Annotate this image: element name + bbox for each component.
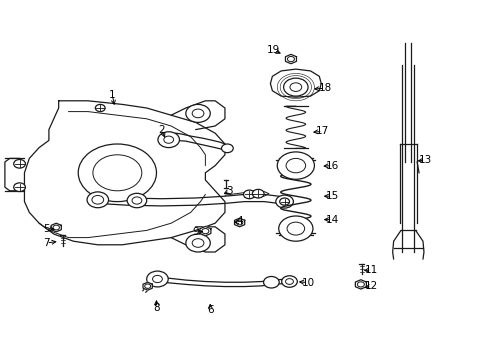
Circle shape xyxy=(132,197,142,204)
Circle shape xyxy=(236,220,243,225)
Text: 18: 18 xyxy=(318,83,331,93)
Text: 12: 12 xyxy=(364,281,378,291)
Circle shape xyxy=(14,159,25,168)
Text: 4: 4 xyxy=(236,216,243,226)
Circle shape xyxy=(243,190,255,199)
Text: 17: 17 xyxy=(315,126,329,136)
Circle shape xyxy=(277,152,314,179)
Polygon shape xyxy=(355,280,366,289)
Circle shape xyxy=(158,132,179,148)
Text: 13: 13 xyxy=(418,155,431,165)
Circle shape xyxy=(252,189,264,198)
Circle shape xyxy=(92,195,103,204)
Circle shape xyxy=(278,216,312,241)
Circle shape xyxy=(78,144,156,202)
Circle shape xyxy=(279,198,289,205)
Text: 6: 6 xyxy=(206,305,213,315)
Circle shape xyxy=(287,57,294,62)
Circle shape xyxy=(152,275,162,283)
Text: 14: 14 xyxy=(325,215,339,225)
Circle shape xyxy=(289,83,301,91)
Circle shape xyxy=(281,276,297,287)
Text: 5: 5 xyxy=(43,224,50,234)
Text: 1: 1 xyxy=(109,90,116,100)
Text: 16: 16 xyxy=(325,161,339,171)
Circle shape xyxy=(286,222,304,235)
Circle shape xyxy=(275,195,293,208)
Circle shape xyxy=(53,225,60,230)
Text: 2: 2 xyxy=(158,125,164,135)
Polygon shape xyxy=(234,218,244,227)
Polygon shape xyxy=(51,223,61,232)
Polygon shape xyxy=(285,54,296,64)
Text: 10: 10 xyxy=(301,278,314,288)
Polygon shape xyxy=(142,282,152,290)
Circle shape xyxy=(221,144,233,153)
Circle shape xyxy=(202,229,208,234)
Circle shape xyxy=(14,183,25,192)
Text: 8: 8 xyxy=(153,303,160,313)
Text: 15: 15 xyxy=(325,191,339,201)
Polygon shape xyxy=(200,226,210,236)
Circle shape xyxy=(93,155,142,191)
Circle shape xyxy=(185,104,210,122)
Circle shape xyxy=(285,158,305,173)
Circle shape xyxy=(283,78,307,96)
Text: 7: 7 xyxy=(43,238,50,248)
Circle shape xyxy=(192,109,203,118)
Circle shape xyxy=(263,276,279,288)
Circle shape xyxy=(87,192,108,208)
Circle shape xyxy=(127,193,146,208)
Circle shape xyxy=(163,136,173,143)
Text: 11: 11 xyxy=(364,265,378,275)
Text: 9: 9 xyxy=(192,227,199,237)
Circle shape xyxy=(95,104,105,112)
Circle shape xyxy=(357,282,364,287)
Circle shape xyxy=(146,271,168,287)
Text: 19: 19 xyxy=(266,45,280,55)
Circle shape xyxy=(285,279,293,284)
Text: 3: 3 xyxy=(226,186,233,196)
Circle shape xyxy=(144,284,150,288)
Circle shape xyxy=(192,239,203,247)
Circle shape xyxy=(185,234,210,252)
